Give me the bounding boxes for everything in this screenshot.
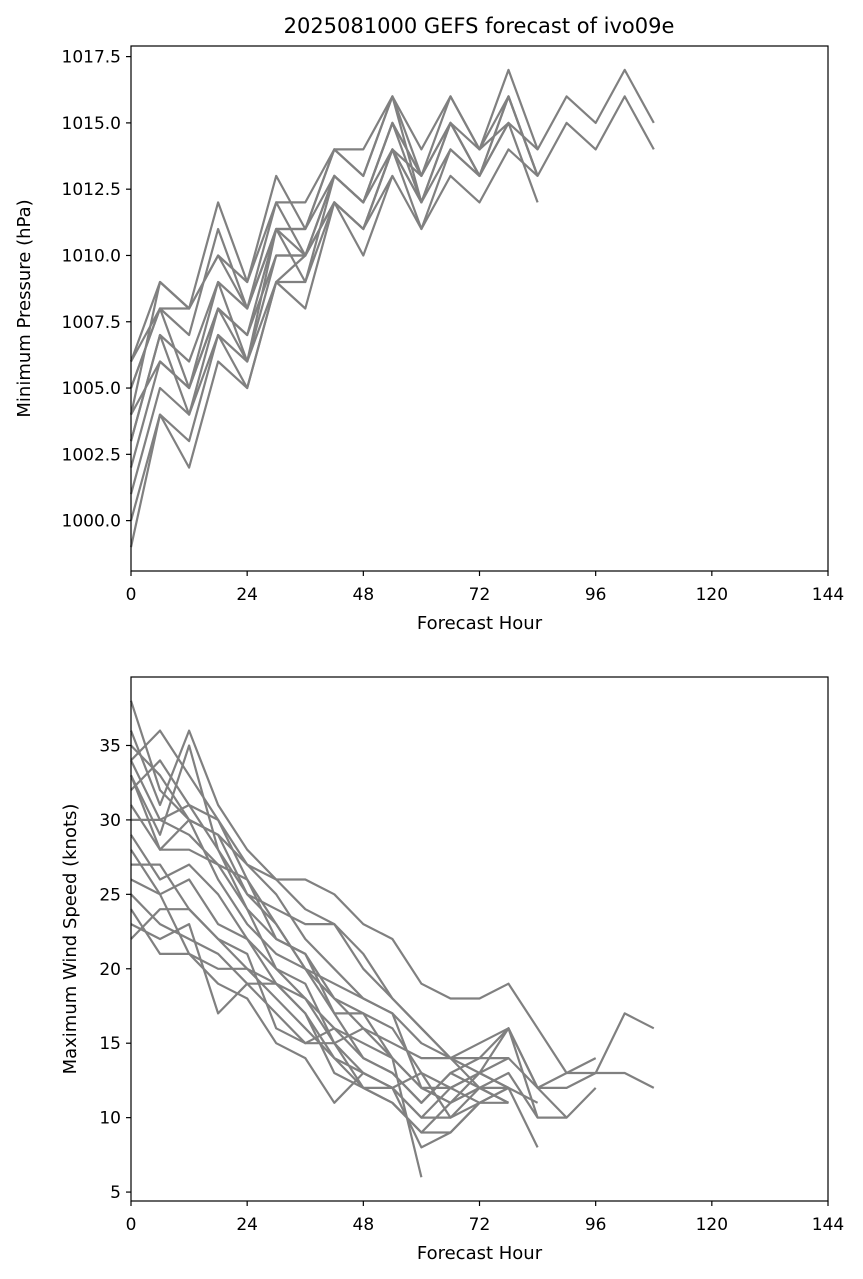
pressure-x-axis-label: Forecast Hour xyxy=(417,613,543,634)
pressure-x-tick-label: 24 xyxy=(236,585,258,605)
wind-x-tick-label: 96 xyxy=(585,1215,607,1235)
wind-x-tick-label: 120 xyxy=(696,1215,728,1235)
pressure-y-tick-label: 1010.0 xyxy=(62,246,121,266)
pressure-x-tick-label: 48 xyxy=(353,585,375,605)
pressure-x-tick-label: 0 xyxy=(126,585,137,605)
pressure-y-tick-label: 1000.0 xyxy=(62,512,121,532)
wind-y-tick-label: 25 xyxy=(99,885,121,905)
wind-x-tick-label: 48 xyxy=(353,1215,375,1235)
wind-series-line-17 xyxy=(130,759,423,1178)
wind-x-axis-label: Forecast Hour xyxy=(417,1243,543,1264)
pressure-y-tick-label: 1015.0 xyxy=(62,114,121,134)
pressure-y-tick-label: 1007.5 xyxy=(62,313,121,333)
wind-y-tick-label: 35 xyxy=(99,736,121,756)
pressure-x-tick-label: 96 xyxy=(585,585,607,605)
wind-series-line-7 xyxy=(130,804,539,1118)
wind-series-line-15 xyxy=(130,878,510,1149)
pressure-y-tick-label: 1002.5 xyxy=(62,445,121,465)
pressure-series-line-12 xyxy=(130,175,394,416)
wind-x-tick-label: 144 xyxy=(812,1215,844,1235)
wind-y-tick-label: 10 xyxy=(99,1109,121,1129)
wind-y-tick-label: 15 xyxy=(99,1034,121,1054)
wind-y-axis-label: Maximum Wind Speed (knots) xyxy=(60,804,81,1075)
wind-y-tick-label: 5 xyxy=(110,1183,121,1203)
pressure-series-line-10 xyxy=(129,148,423,442)
wind-x-tick-label: 0 xyxy=(126,1215,137,1235)
pressure-x-tick-label: 144 xyxy=(812,585,844,605)
wind-speed-plot: 0 24 48 72 96 120 144 5 10 15 20 25 30 35 Forecast Hou… xyxy=(60,676,844,1264)
pressure-x-tick-label: 72 xyxy=(469,585,491,605)
wind-series-line-18 xyxy=(130,849,481,1119)
pressure-plot: 0 24 48 72 96 120 144 1000.0 1002.5 1005.0 1007.5 1… xyxy=(14,45,844,634)
pressure-y-tick-label: 1005.0 xyxy=(62,379,121,399)
wind-x-tick-label: 24 xyxy=(236,1215,258,1235)
wind-series-line-3 xyxy=(130,744,597,1090)
pressure-x-tick-label: 120 xyxy=(696,585,728,605)
wind-x-tick-label: 72 xyxy=(469,1215,491,1235)
wind-y-tick-label: 20 xyxy=(99,960,121,980)
wind-series-line-16 xyxy=(129,774,510,1104)
wind-y-tick-label: 30 xyxy=(99,811,121,831)
chart-title: 2025081000 GEFS forecast of ivo09e xyxy=(284,14,675,38)
wind-series-line-13 xyxy=(130,922,510,1134)
pressure-y-tick-label: 1012.5 xyxy=(62,180,121,200)
pressure-y-tick-label: 1017.5 xyxy=(62,48,121,68)
pressure-y-axis-label: Minimum Pressure (hPa) xyxy=(14,199,35,417)
